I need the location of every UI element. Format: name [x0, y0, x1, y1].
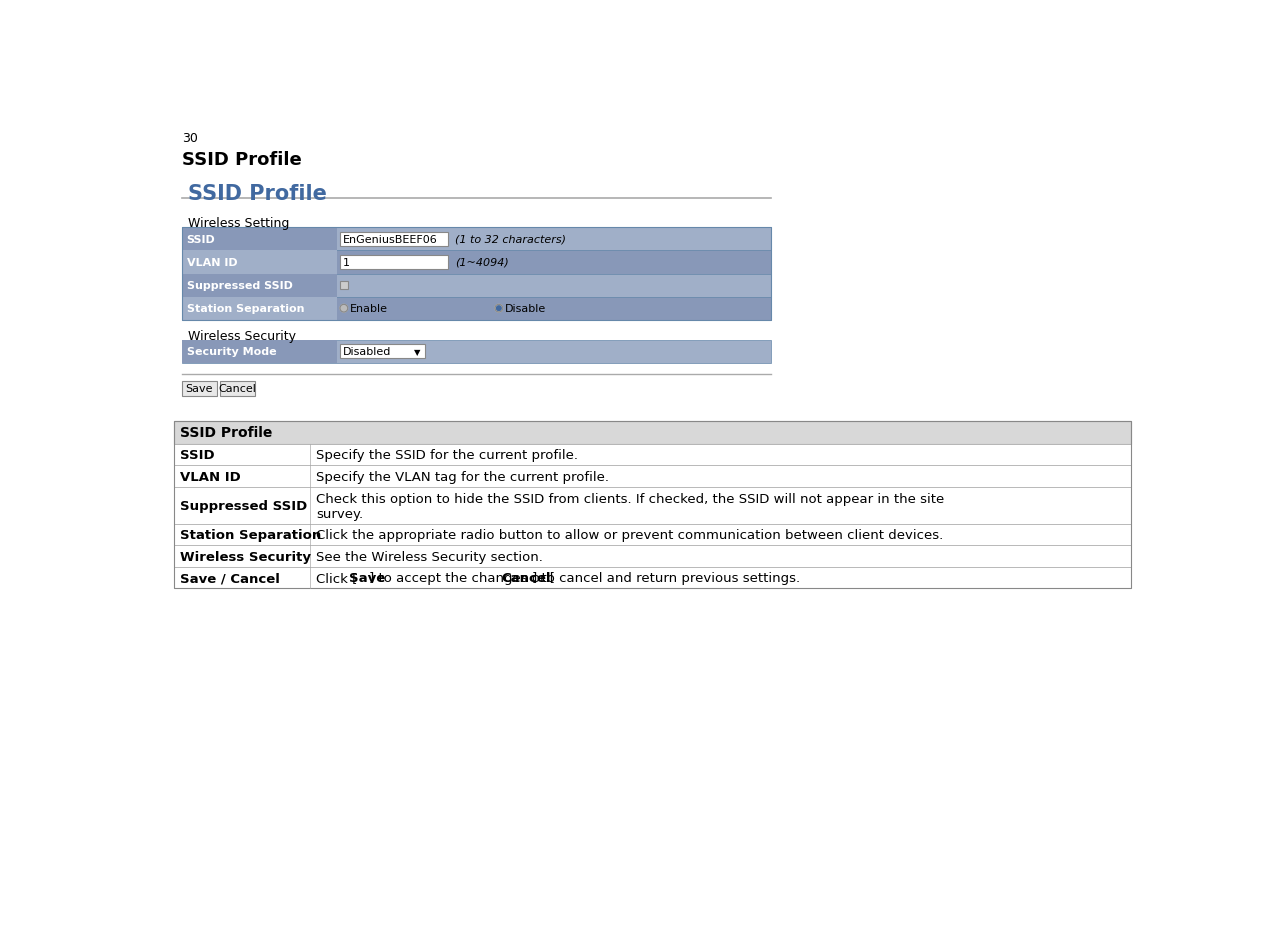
Text: Cancel: Cancel [218, 384, 256, 394]
Text: Station Separation: Station Separation [180, 528, 321, 542]
Text: ▼: ▼ [415, 347, 421, 356]
Text: ] to accept the changes or [: ] to accept the changes or [ [369, 571, 556, 585]
Bar [174, 487, 1131, 525]
Bar [340, 232, 448, 247]
Bar [174, 466, 1131, 487]
Circle shape [340, 305, 348, 312]
Bar [181, 228, 770, 321]
Circle shape [496, 307, 501, 311]
Bar [174, 545, 1131, 567]
Text: Security Mode: Security Mode [187, 347, 277, 357]
Text: VLAN ID: VLAN ID [180, 470, 241, 483]
Text: Wireless Security: Wireless Security [188, 329, 296, 343]
Text: Save / Cancel: Save / Cancel [180, 571, 280, 585]
Bar [174, 421, 1131, 445]
Text: survey.: survey. [316, 507, 363, 521]
Text: Save: Save [349, 571, 386, 585]
Text: Station Separation: Station Separation [187, 304, 305, 314]
Text: Suppressed SSID: Suppressed SSID [187, 281, 292, 290]
Bar [220, 381, 255, 397]
Text: SSID Profile: SSID Profile [180, 426, 273, 440]
Text: Specify the SSID for the current profile.: Specify the SSID for the current profile… [316, 448, 577, 462]
Text: (1 to 32 characters): (1 to 32 characters) [454, 234, 566, 245]
Text: Enable: Enable [350, 304, 388, 314]
Bar [181, 341, 770, 364]
Text: EnGeniusBEEF06: EnGeniusBEEF06 [343, 234, 438, 245]
Bar [181, 274, 770, 297]
Circle shape [495, 305, 503, 312]
Bar [340, 282, 348, 289]
Bar [181, 297, 770, 321]
Bar [174, 421, 1131, 589]
Text: SSID Profile: SSID Profile [181, 151, 302, 169]
Bar [181, 381, 217, 397]
Bar [181, 251, 770, 274]
Text: Disable: Disable [505, 304, 546, 314]
Bar [181, 274, 336, 297]
Text: (1~4094): (1~4094) [454, 258, 509, 268]
Text: 30: 30 [181, 132, 198, 145]
Text: Click [: Click [ [316, 571, 358, 585]
Text: Wireless Setting: Wireless Setting [188, 216, 289, 229]
Bar [181, 297, 336, 321]
Bar [340, 256, 448, 269]
Text: ] to cancel and return previous settings.: ] to cancel and return previous settings… [533, 571, 801, 585]
Bar [340, 345, 425, 359]
Text: Disabled: Disabled [343, 347, 391, 357]
Text: SSID: SSID [180, 448, 214, 462]
Bar [181, 251, 336, 274]
Text: VLAN ID: VLAN ID [187, 258, 237, 268]
Bar [181, 228, 770, 251]
Text: Wireless Security: Wireless Security [180, 550, 311, 563]
Text: SSID: SSID [187, 234, 216, 245]
Bar [174, 445, 1131, 466]
Text: 1: 1 [343, 258, 350, 268]
Bar [181, 228, 336, 251]
Text: See the Wireless Security section.: See the Wireless Security section. [316, 550, 543, 563]
Text: Cancel: Cancel [501, 571, 551, 585]
Text: Check this option to hide the SSID from clients. If checked, the SSID will not a: Check this option to hide the SSID from … [316, 492, 944, 506]
Text: SSID Profile: SSID Profile [188, 185, 327, 205]
Bar [174, 525, 1131, 545]
Text: Click the appropriate radio button to allow or prevent communication between cli: Click the appropriate radio button to al… [316, 528, 943, 542]
Bar [174, 567, 1131, 589]
Text: Specify the VLAN tag for the current profile.: Specify the VLAN tag for the current pro… [316, 470, 609, 483]
Text: Suppressed SSID: Suppressed SSID [180, 499, 307, 512]
Text: Save: Save [185, 384, 213, 394]
Bar [181, 341, 336, 364]
